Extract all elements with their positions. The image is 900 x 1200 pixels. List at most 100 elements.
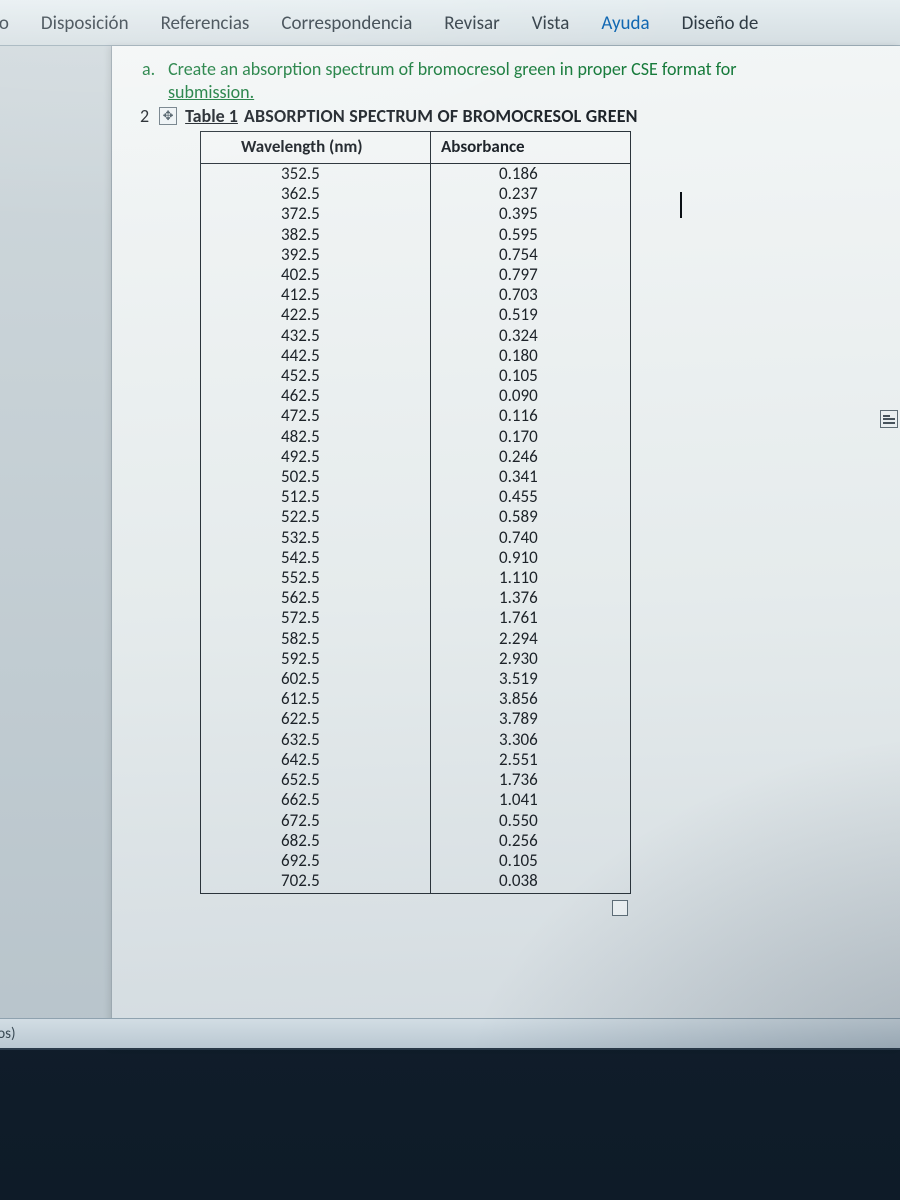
table-row: 422.50.519	[201, 305, 631, 325]
table-row: 452.50.105	[201, 366, 631, 386]
tab-referencias[interactable]: Referencias	[159, 8, 252, 39]
table-row: 692.50.105	[201, 851, 631, 871]
cell-wavelength: 442.5	[201, 346, 431, 366]
tab-diseno-cut[interactable]: seño	[0, 8, 11, 39]
cell-wavelength: 512.5	[201, 487, 431, 507]
cell-absorbance: 0.754	[431, 245, 631, 265]
status-text: nidos)	[0, 1025, 16, 1043]
table-row: 412.50.703	[201, 285, 631, 305]
table-row: 362.50.237	[201, 184, 631, 204]
document-page[interactable]: a. Create an absorption spectrum of brom…	[112, 46, 900, 1048]
cell-wavelength: 412.5	[201, 285, 431, 305]
page-gutter	[0, 46, 112, 1048]
table-header-row: Wavelength (nm) Absorbance	[201, 132, 631, 164]
cell-absorbance: 1.376	[431, 588, 631, 608]
cell-absorbance: 0.341	[431, 467, 631, 487]
cell-wavelength: 692.5	[201, 851, 431, 871]
cell-wavelength: 562.5	[201, 588, 431, 608]
cell-absorbance: 0.256	[431, 831, 631, 851]
cell-wavelength: 482.5	[201, 427, 431, 447]
cell-wavelength: 462.5	[201, 386, 431, 406]
table-title-text: ABSORPTION SPECTRUM OF BROMOCRESOL GREEN	[244, 105, 638, 127]
table-row: 512.50.455	[201, 487, 631, 507]
cell-wavelength: 542.5	[201, 548, 431, 568]
cell-wavelength: 552.5	[201, 568, 431, 588]
table-row: 592.52.930	[201, 649, 631, 669]
tab-vista[interactable]: Vista	[530, 8, 572, 39]
cell-wavelength: 612.5	[201, 689, 431, 709]
cell-absorbance: 3.789	[431, 709, 631, 729]
cell-absorbance: 2.551	[431, 750, 631, 770]
cell-wavelength: 702.5	[201, 871, 431, 894]
col-absorbance: Absorbance	[431, 132, 631, 164]
table-move-handle-icon[interactable]: ✥	[159, 107, 177, 125]
table-row: 462.50.090	[201, 386, 631, 406]
cell-absorbance: 3.856	[431, 689, 631, 709]
table-row: 562.51.376	[201, 588, 631, 608]
cell-wavelength: 522.5	[201, 507, 431, 527]
tab-disposicion[interactable]: Disposición	[39, 8, 131, 39]
cell-absorbance: 0.550	[431, 811, 631, 831]
cell-wavelength: 392.5	[201, 245, 431, 265]
table-row: 442.50.180	[201, 346, 631, 366]
cell-wavelength: 492.5	[201, 447, 431, 467]
table-row: 662.51.041	[201, 790, 631, 810]
tab-ayuda[interactable]: Ayuda	[599, 8, 651, 39]
tab-revisar[interactable]: Revisar	[442, 8, 501, 39]
col-wavelength: Wavelength (nm)	[201, 132, 431, 164]
cell-wavelength: 582.5	[201, 629, 431, 649]
table-row: 682.50.256	[201, 831, 631, 851]
cell-absorbance: 0.703	[431, 285, 631, 305]
table-row: 642.52.551	[201, 750, 631, 770]
cell-absorbance: 1.736	[431, 770, 631, 790]
cell-absorbance: 0.038	[431, 871, 631, 894]
table-anchor-number: 2	[140, 105, 149, 127]
cell-absorbance: 0.186	[431, 164, 631, 185]
tab-diseno-de-cut[interactable]: Diseño de	[680, 8, 761, 39]
instruction-text-2: submission.	[168, 81, 254, 103]
table-resize-handle-icon[interactable]	[612, 900, 628, 916]
cell-absorbance: 0.324	[431, 326, 631, 346]
cell-wavelength: 642.5	[201, 750, 431, 770]
cell-wavelength: 432.5	[201, 326, 431, 346]
cell-absorbance: 0.395	[431, 204, 631, 224]
table-row: 602.53.519	[201, 669, 631, 689]
cell-absorbance: 3.519	[431, 669, 631, 689]
cell-absorbance: 0.105	[431, 366, 631, 386]
cell-absorbance: 0.589	[431, 507, 631, 527]
cell-wavelength: 452.5	[201, 366, 431, 386]
spectrum-table[interactable]: Wavelength (nm) Absorbance 352.50.186362…	[200, 131, 631, 894]
instruction-label: a.	[142, 58, 164, 81]
table-row: 352.50.186	[201, 164, 631, 185]
tab-correspondencia[interactable]: Correspondencia	[279, 8, 414, 39]
table-row: 492.50.246	[201, 447, 631, 467]
ribbon-tabs: seño Disposición Referencias Corresponde…	[0, 0, 900, 46]
cell-wavelength: 502.5	[201, 467, 431, 487]
table-row: 482.50.170	[201, 427, 631, 447]
table-title-row: 2 ✥ Table 1 ABSORPTION SPECTRUM OF BROMO…	[140, 105, 882, 127]
table-row: 532.50.740	[201, 528, 631, 548]
table-row: 392.50.754	[201, 245, 631, 265]
cell-wavelength: 652.5	[201, 770, 431, 790]
table-row: 632.53.306	[201, 730, 631, 750]
table-row: 572.51.761	[201, 608, 631, 628]
cell-wavelength: 662.5	[201, 790, 431, 810]
instruction-line: a. Create an absorption spectrum of brom…	[168, 58, 882, 103]
cell-absorbance: 2.294	[431, 629, 631, 649]
cell-absorbance: 0.797	[431, 265, 631, 285]
cell-absorbance: 0.246	[431, 447, 631, 467]
table-row: 622.53.789	[201, 709, 631, 729]
table-label: Table 1	[185, 105, 238, 127]
cell-wavelength: 602.5	[201, 669, 431, 689]
cell-wavelength: 382.5	[201, 225, 431, 245]
cell-absorbance: 0.170	[431, 427, 631, 447]
table-row: 382.50.595	[201, 225, 631, 245]
cell-absorbance: 1.110	[431, 568, 631, 588]
cell-wavelength: 422.5	[201, 305, 431, 325]
table-row: 502.50.341	[201, 467, 631, 487]
cell-absorbance: 1.761	[431, 608, 631, 628]
table-row: 542.50.910	[201, 548, 631, 568]
navigation-pane-icon[interactable]	[880, 410, 898, 428]
cell-wavelength: 362.5	[201, 184, 431, 204]
cell-absorbance: 0.090	[431, 386, 631, 406]
